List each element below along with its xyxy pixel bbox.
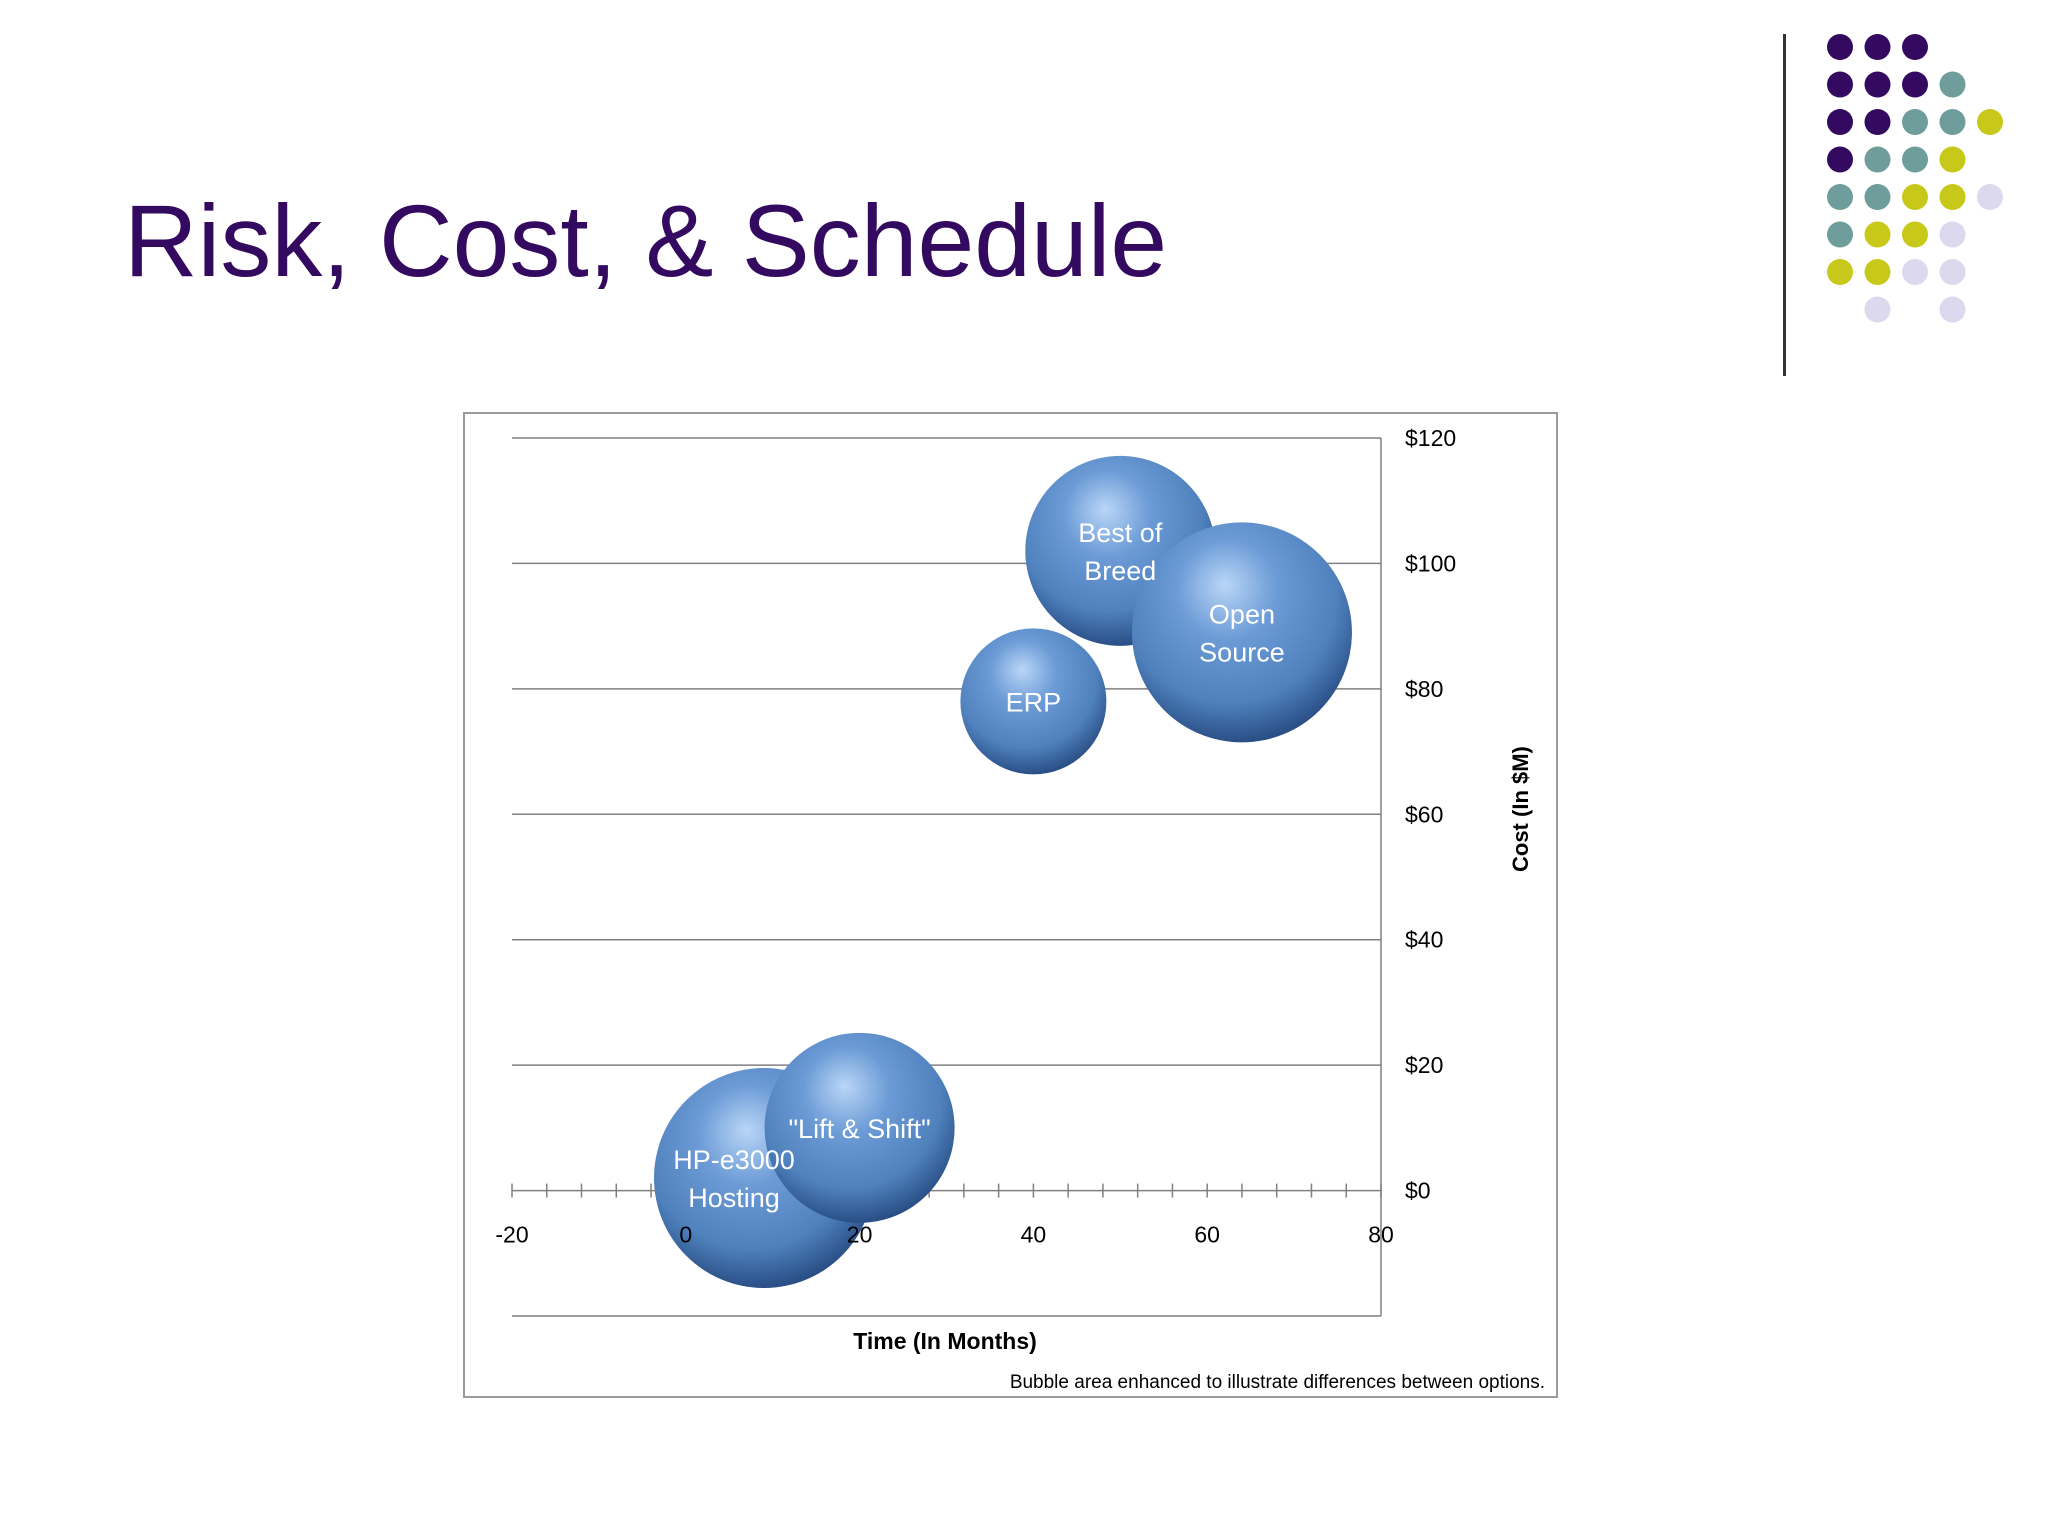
x-tick-label: 20 xyxy=(847,1222,873,1248)
decorative-dot xyxy=(1827,259,1853,285)
decorative-dot-grid xyxy=(1827,34,2003,323)
bubble-label: ERP xyxy=(1006,687,1062,717)
decorative-dot xyxy=(1902,221,1928,248)
decorative-dot xyxy=(1977,184,2003,210)
decorative-dot xyxy=(1902,259,1928,285)
decorative-dot xyxy=(1864,221,1891,248)
decorative-dot xyxy=(1864,259,1891,285)
bubble-label: Breed xyxy=(1084,556,1156,586)
decorative-dot xyxy=(1864,109,1891,135)
decorative-dot xyxy=(1939,146,1966,173)
decorative-dot xyxy=(1939,184,1966,210)
decorative-dot xyxy=(1827,34,1853,60)
decorative-dot xyxy=(1939,221,1966,248)
x-tick-label: -20 xyxy=(495,1222,528,1248)
bubble-label: Best of xyxy=(1078,518,1163,548)
bubble-label: "Lift & Shift" xyxy=(788,1114,930,1144)
x-axis-title: Time (In Months) xyxy=(853,1328,1037,1354)
bubble-label: HP-e3000 xyxy=(673,1145,795,1175)
decorative-dot xyxy=(1939,259,1966,285)
decorative-dot xyxy=(1864,184,1891,210)
x-tick-label: 60 xyxy=(1194,1222,1220,1248)
chart-footnote: Bubble area enhanced to illustrate diffe… xyxy=(1010,1372,1545,1393)
decorative-dot xyxy=(1827,146,1853,173)
x-tick-label: 80 xyxy=(1368,1222,1394,1248)
decorative-dot xyxy=(1939,109,1966,135)
decorative-divider-line xyxy=(1783,34,1786,376)
x-tick-label: 40 xyxy=(1021,1222,1047,1248)
bubble-lift-shift xyxy=(764,1032,955,1223)
slide-title: Risk, Cost, & Schedule xyxy=(124,184,1168,298)
y-tick-label: $20 xyxy=(1405,1052,1443,1078)
decorative-dot xyxy=(1902,184,1928,210)
decorative-dot xyxy=(1902,71,1928,98)
decorative-dot xyxy=(1939,296,1966,323)
decorative-dot xyxy=(1902,146,1928,173)
decorative-dot xyxy=(1902,34,1928,60)
decorative-dot xyxy=(1939,71,1966,98)
chart-frame xyxy=(463,412,1558,1398)
bubble-erp xyxy=(960,628,1107,775)
decorative-dot xyxy=(1864,34,1891,60)
bubble-label: Open xyxy=(1209,599,1275,629)
bubble-open-source xyxy=(1131,522,1352,743)
y-axis-title: Cost (In $M) xyxy=(1508,746,1533,872)
bubble-label: Source xyxy=(1199,637,1285,667)
decorative-dot xyxy=(1864,146,1891,173)
decorative-dot xyxy=(1827,71,1853,98)
decorative-dot xyxy=(1977,109,2003,135)
decorative-dot xyxy=(1827,184,1853,210)
decorative-dot xyxy=(1864,296,1891,323)
decorative-dot xyxy=(1902,109,1928,135)
y-tick-label: $40 xyxy=(1405,927,1443,953)
y-tick-label: $60 xyxy=(1405,801,1443,827)
x-tick-label: 0 xyxy=(679,1222,692,1248)
decorative-dot xyxy=(1864,71,1891,98)
y-tick-label: $100 xyxy=(1405,550,1456,576)
bubble-label: Hosting xyxy=(688,1183,780,1213)
decorative-dot xyxy=(1827,109,1853,135)
y-tick-label: $80 xyxy=(1405,676,1443,702)
y-tick-label: $120 xyxy=(1405,425,1456,451)
decorative-dot xyxy=(1827,221,1853,248)
y-tick-label: $0 xyxy=(1405,1178,1431,1204)
